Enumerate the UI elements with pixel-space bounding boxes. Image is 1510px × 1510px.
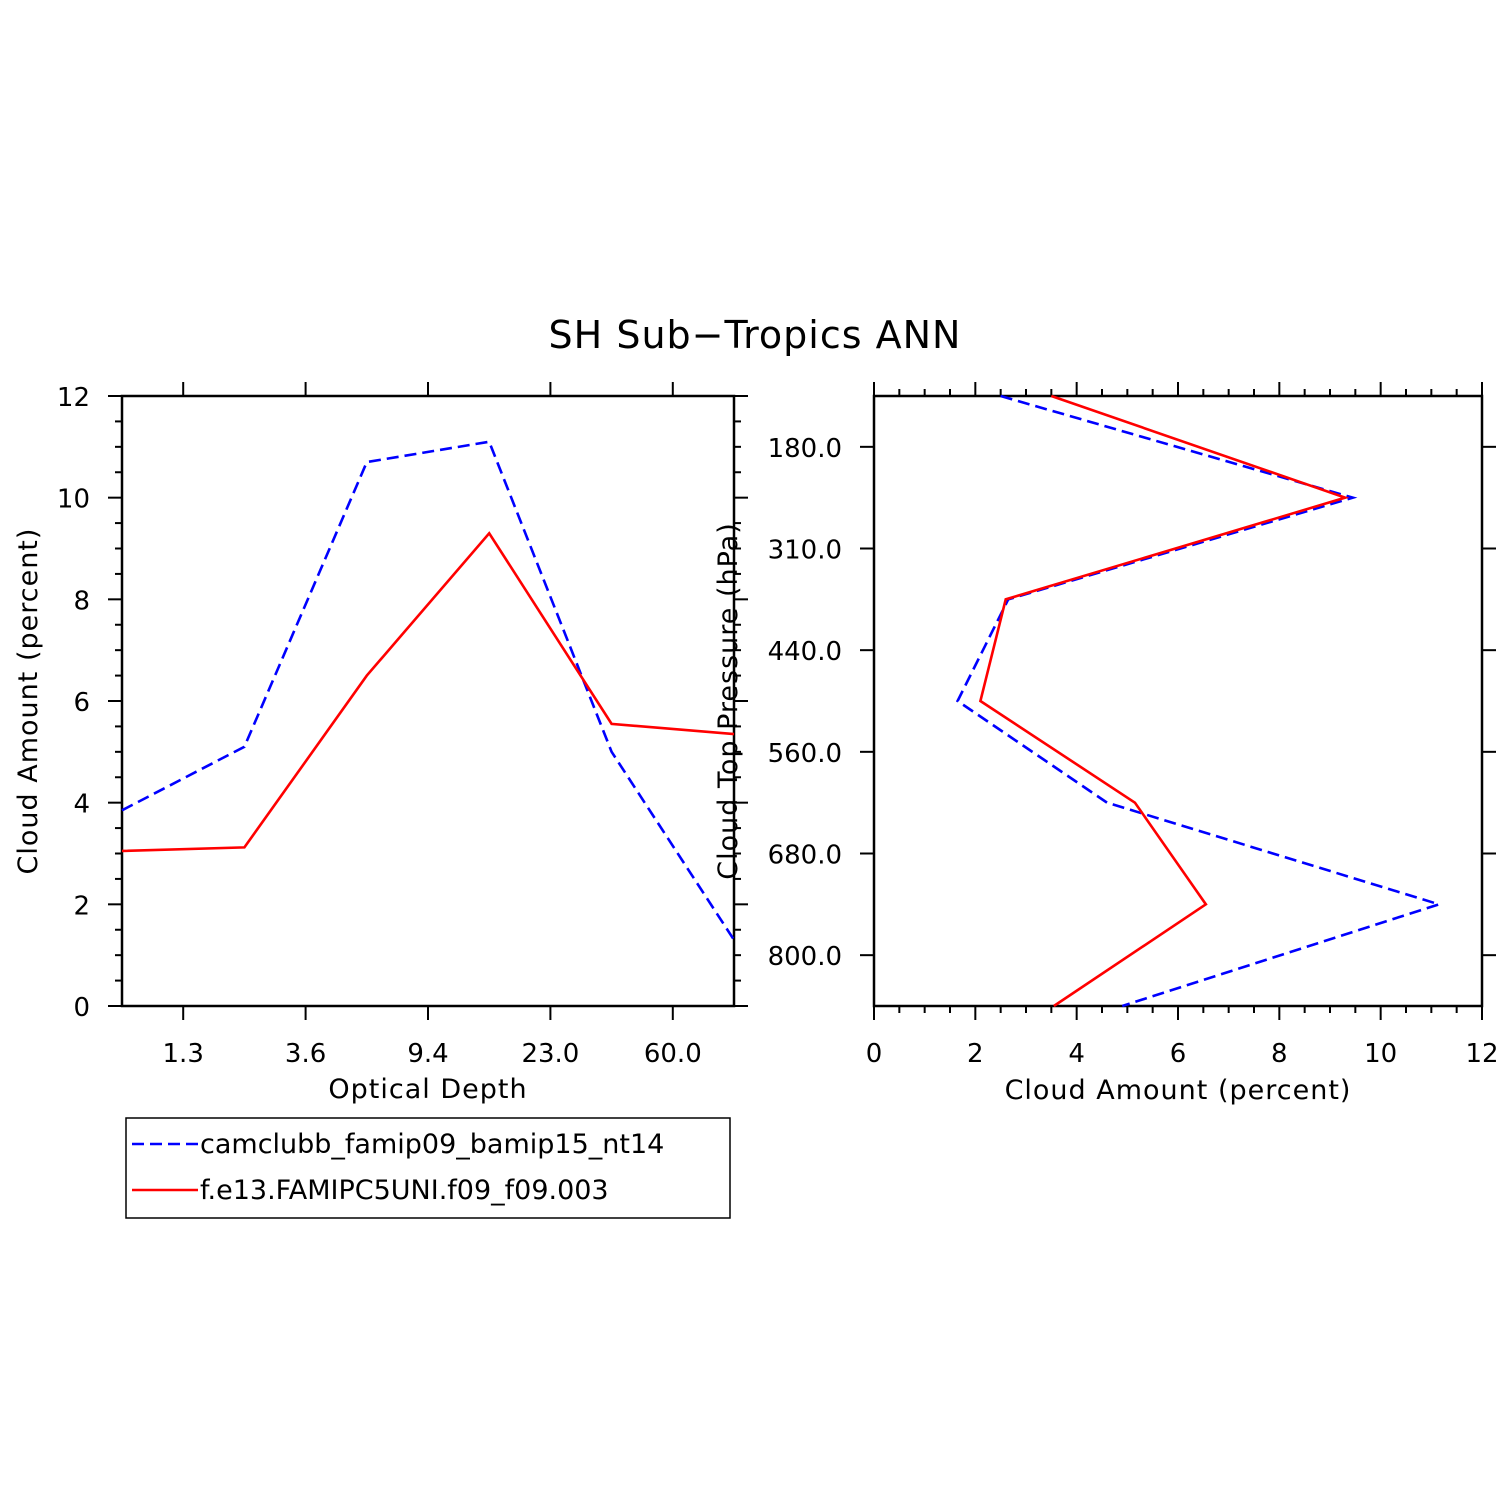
left-series-line-blue bbox=[121, 440, 736, 941]
right-ytick-label: 560.0 bbox=[768, 739, 842, 769]
left-series bbox=[121, 440, 736, 941]
right-plot-frame bbox=[872, 394, 1484, 1008]
left-ytick-label: 10 bbox=[57, 485, 90, 515]
right-y-axis-label: Cloud Top Pressure (hPa) bbox=[713, 522, 744, 880]
left-plot-frame bbox=[120, 394, 736, 1008]
right-series-line-red bbox=[978, 394, 1350, 1008]
left-ytick-label: 12 bbox=[57, 383, 90, 413]
left-xtick-label: 9.4 bbox=[407, 1039, 448, 1069]
right-xtick-label: 2 bbox=[967, 1039, 984, 1069]
legend: camclubb_famip09_bamip15_nt14 f.e13.FAMI… bbox=[125, 1117, 731, 1219]
right-xtick-labels: 0 2 4 6 8 10 12 bbox=[866, 1039, 1499, 1069]
left-xtick-label: 1.3 bbox=[163, 1039, 204, 1069]
left-ytick-label: 8 bbox=[73, 586, 90, 616]
right-ytick-label: 440.0 bbox=[768, 637, 842, 667]
right-ytick-label: 680.0 bbox=[768, 841, 842, 871]
right-xtick-label: 6 bbox=[1170, 1039, 1187, 1069]
left-xtick-label: 23.0 bbox=[521, 1039, 579, 1069]
right-ytick-labels: 180.0 310.0 440.0 560.0 680.0 800.0 bbox=[768, 434, 842, 972]
right-ytick-label: 180.0 bbox=[768, 434, 842, 464]
left-ytick-label: 6 bbox=[73, 688, 90, 718]
left-xtick-labels: 1.3 3.6 9.4 23.0 60.0 bbox=[163, 1039, 702, 1069]
left-y-axis-label: Cloud Amount (percent) bbox=[13, 528, 44, 875]
left-ytick-label: 4 bbox=[73, 790, 90, 820]
figure-title: SH Sub−Tropics ANN bbox=[549, 313, 962, 357]
left-xtick-label: 3.6 bbox=[285, 1039, 326, 1069]
right-series bbox=[955, 394, 1444, 1008]
legend-label-blue: camclubb_famip09_bamip15_nt14 bbox=[200, 1129, 664, 1160]
left-ticks bbox=[108, 382, 748, 1020]
left-ytick-labels: 0 2 4 6 8 10 12 bbox=[57, 383, 90, 1023]
legend-box bbox=[125, 1117, 731, 1219]
right-xtick-label: 4 bbox=[1068, 1039, 1085, 1069]
right-xtick-label: 0 bbox=[866, 1039, 883, 1069]
right-ytick-label: 800.0 bbox=[768, 942, 842, 972]
right-x-axis-label: Cloud Amount (percent) bbox=[1005, 1075, 1352, 1106]
right-series-line-blue bbox=[955, 394, 1444, 1008]
left-x-axis-label: Optical Depth bbox=[328, 1074, 527, 1105]
right-ytick-label: 310.0 bbox=[768, 536, 842, 566]
right-xtick-label: 10 bbox=[1364, 1039, 1397, 1069]
right-ticks bbox=[860, 382, 1496, 1020]
left-panel: 0 2 4 6 8 10 12 1.3 3.6 9.4 23.0 60.0 Optical Dept… bbox=[13, 382, 748, 1105]
right-panel: 180.0 310.0 440.0 560.0 680.0 800.0 0 2 4 6 8 10 12… bbox=[713, 382, 1499, 1106]
legend-label-red: f.e13.FAMIPC5UNI.f09_f09.003 bbox=[200, 1175, 609, 1206]
left-xtick-label: 60.0 bbox=[644, 1039, 702, 1069]
right-xtick-label: 8 bbox=[1271, 1039, 1288, 1069]
left-ytick-label: 2 bbox=[73, 891, 90, 921]
right-xtick-label: 12 bbox=[1465, 1039, 1498, 1069]
left-ytick-label: 0 bbox=[73, 993, 90, 1023]
left-series-line-red bbox=[121, 531, 735, 853]
